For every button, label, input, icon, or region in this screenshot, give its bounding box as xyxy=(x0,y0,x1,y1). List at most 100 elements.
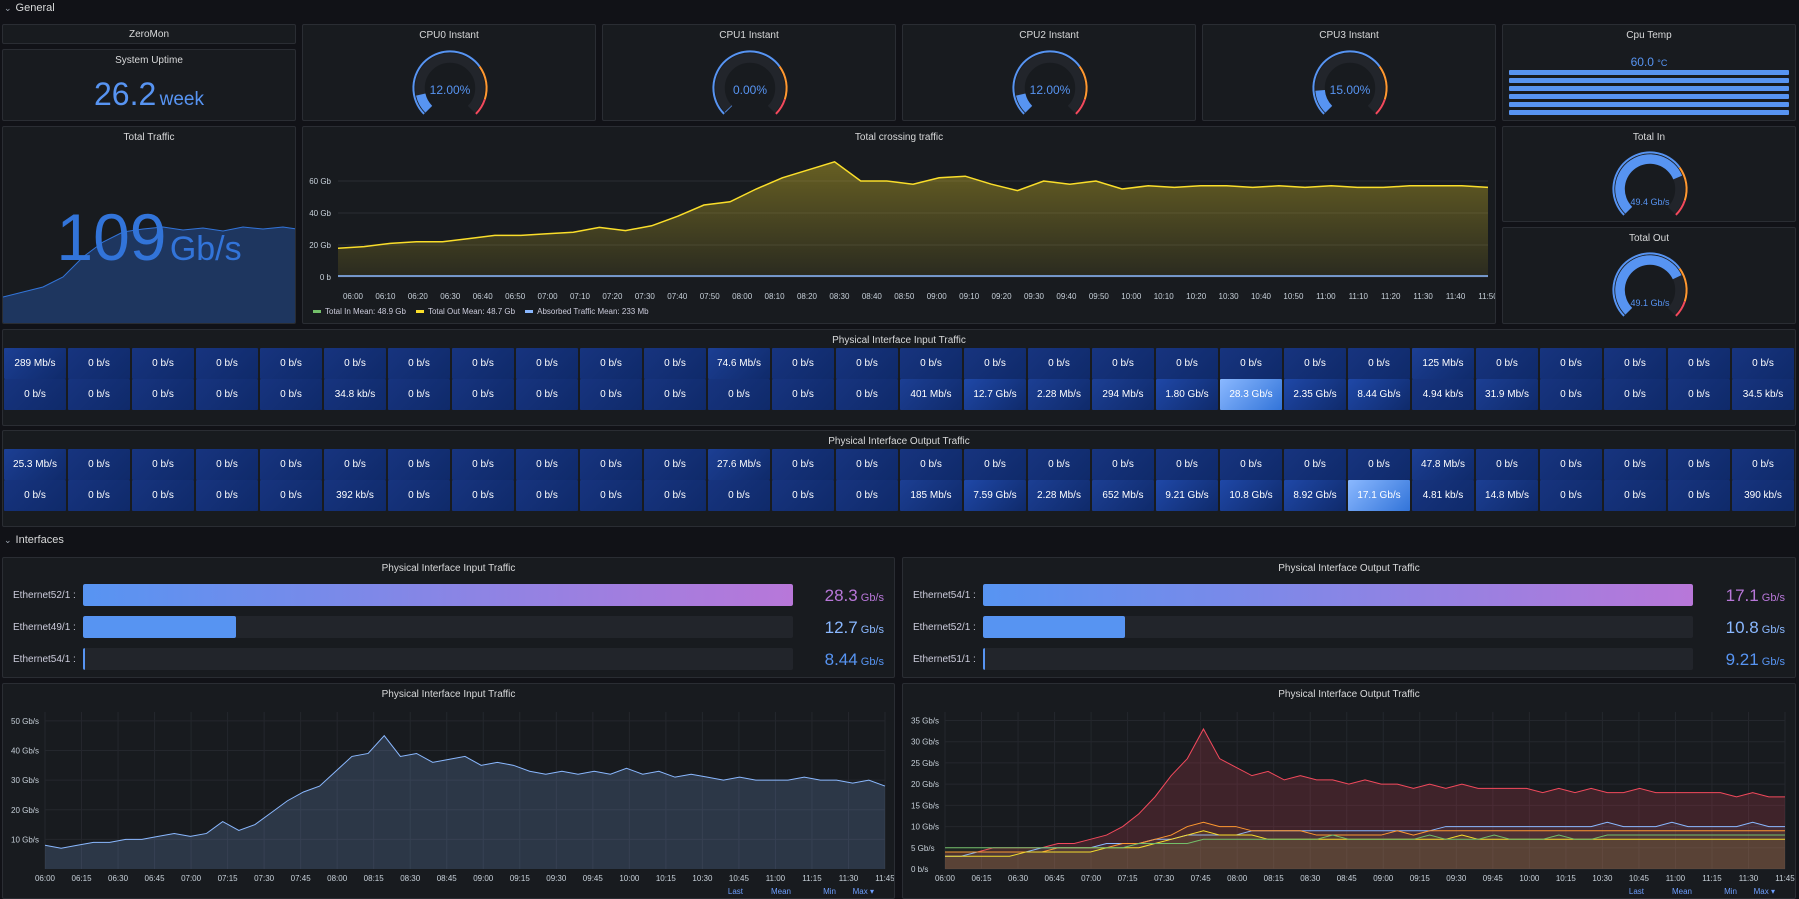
value-cell: 8.92 Gb/s xyxy=(1284,480,1346,511)
bar-value: 28.3 Gb/s xyxy=(825,586,884,606)
value-cell: 0 b/s xyxy=(452,480,514,511)
total-in-gauge xyxy=(1612,151,1688,216)
uptime-unit: week xyxy=(159,89,204,110)
value-cell: 0 b/s xyxy=(196,480,258,511)
value-cell: 0 b/s xyxy=(1092,449,1154,480)
value-cell: 0 b/s xyxy=(1668,449,1730,480)
x-tick: 10:45 xyxy=(729,874,750,883)
x-tick: 06:00 xyxy=(343,292,364,301)
value-cell: 0 b/s xyxy=(196,379,258,410)
bar-label: Ethernet52/1 : xyxy=(913,622,976,633)
x-tick: 08:15 xyxy=(1264,874,1285,883)
legend-column-header[interactable]: Last xyxy=(1628,887,1644,896)
value-cell: 0 b/s xyxy=(964,348,1026,379)
legend-column-header[interactable]: Max ▾ xyxy=(1753,887,1775,896)
series-line xyxy=(945,834,1785,849)
panel-title: Physical Interface Input Traffic xyxy=(381,563,516,574)
cpu-gauge xyxy=(1012,50,1088,115)
bar-value-unit: Gb/s xyxy=(857,592,884,604)
x-tick: 10:45 xyxy=(1629,874,1650,883)
x-tick: 06:15 xyxy=(72,874,93,883)
x-tick: 08:20 xyxy=(797,292,818,301)
value-cell: 289 Mb/s xyxy=(4,348,66,379)
series-area xyxy=(945,835,1785,869)
bar-fill xyxy=(83,616,236,638)
legend-header: Last Mean Min Max ▾ xyxy=(1619,887,1775,896)
y-tick: 40 Gb/s xyxy=(11,747,39,756)
total-in-value: 49.4 Gb/s xyxy=(1630,197,1670,207)
x-tick: 10:50 xyxy=(1283,292,1304,301)
legend-item[interactable]: Absorbed Traffic Mean: 233 Mb xyxy=(525,307,649,316)
value-cell: 0 b/s xyxy=(1476,449,1538,480)
x-tick: 11:20 xyxy=(1381,292,1401,301)
cpu-gauge-panel: CPU2 Instant 12.00% xyxy=(902,24,1196,121)
x-tick: 09:00 xyxy=(473,874,494,883)
legend-column-header[interactable]: Mean xyxy=(1671,887,1692,896)
value-cell: 0 b/s xyxy=(132,480,194,511)
bar-value: 8.44 Gb/s xyxy=(825,650,884,670)
ts-in-chart: 10 Gb/s 20 Gb/s 30 Gb/s 40 Gb/s 50 Gb/s 06:00… xyxy=(11,712,894,883)
value-cell: 0 b/s xyxy=(1476,348,1538,379)
bar-value-number: 12.7 xyxy=(824,618,858,637)
legend-column-header[interactable]: Max ▾ xyxy=(852,887,874,896)
cpu-temp-unit: °C xyxy=(1657,58,1668,68)
x-tick: 07:20 xyxy=(602,292,623,301)
value-cell: 0 b/s xyxy=(132,379,194,410)
crossing-traffic-panel: Total crossing traffic 0 b 20 Gb 40 Gb 60 G… xyxy=(302,126,1496,324)
cpu-temp-panel: Cpu Temp 60.0 °C xyxy=(1502,24,1796,121)
legend-swatch xyxy=(525,310,534,314)
value-cell: 0 b/s xyxy=(260,348,322,379)
value-cell: 0 b/s xyxy=(1092,348,1154,379)
y-tick: 30 Gb/s xyxy=(11,776,39,785)
cpu-gauge-panel: CPU3 Instant 15.00% xyxy=(1202,24,1496,121)
row-general-header[interactable]: ⌄ General xyxy=(4,2,55,14)
value-cell: 0 b/s xyxy=(1348,348,1410,379)
value-cell: 0 b/s xyxy=(1604,480,1666,511)
cpu-gauge-panel: CPU1 Instant 0.00% xyxy=(602,24,896,121)
x-tick: 11:45 xyxy=(1775,874,1795,883)
value-cell: 0 b/s xyxy=(1732,449,1794,480)
y-tick: 50 Gb/s xyxy=(11,717,39,726)
legend-column-header[interactable]: Last xyxy=(727,887,743,896)
bar-track xyxy=(983,584,1693,606)
x-tick: 10:30 xyxy=(692,874,713,883)
value-cell: 0 b/s xyxy=(388,449,450,480)
value-cell: 0 b/s xyxy=(1604,348,1666,379)
value-cell: 4.94 kb/s xyxy=(1412,379,1474,410)
value-cell: 0 b/s xyxy=(772,480,834,511)
x-tick: 10:30 xyxy=(1592,874,1613,883)
x-tick: 08:00 xyxy=(327,874,348,883)
y-tick: 40 Gb xyxy=(309,209,331,218)
value-cell: 0 b/s xyxy=(900,449,962,480)
series-area xyxy=(945,728,1785,869)
bar-track xyxy=(983,648,1693,670)
value-cell: 0 b/s xyxy=(772,379,834,410)
legend-label: Total In Mean: 48.9 Gb xyxy=(325,307,406,316)
legend-item[interactable]: Total Out Mean: 48.7 Gb xyxy=(415,307,515,316)
bar-label: Ethernet51/1 : xyxy=(913,654,976,665)
value-cell: 0 b/s xyxy=(1156,449,1218,480)
x-tick: 08:30 xyxy=(1300,874,1321,883)
x-tick: 11:00 xyxy=(1666,874,1686,883)
series-area xyxy=(45,735,885,869)
y-tick: 20 Gb xyxy=(309,241,331,250)
legend-item[interactable]: Total In Mean: 48.9 Gb xyxy=(313,307,406,316)
x-tick: 08:30 xyxy=(829,292,850,301)
panel-title: Physical Interface Input Traffic xyxy=(832,335,966,346)
x-tick: 11:00 xyxy=(1316,292,1336,301)
value-cell: 12.7 Gb/s xyxy=(964,379,1026,410)
gauge-threshold-orange xyxy=(1678,166,1688,201)
total-traffic-value: 109 xyxy=(56,200,167,274)
x-tick: 08:30 xyxy=(400,874,421,883)
x-tick: 06:00 xyxy=(935,874,956,883)
value-cell: 0 b/s xyxy=(1604,449,1666,480)
legend-column-header[interactable]: Min xyxy=(823,887,836,896)
legend-column-header[interactable]: Min xyxy=(1724,887,1737,896)
x-tick: 06:20 xyxy=(408,292,429,301)
total-traffic-sparkline xyxy=(3,226,295,323)
cpu-gauge xyxy=(712,50,788,115)
legend-column-header[interactable]: Mean xyxy=(770,887,791,896)
row-interfaces-header[interactable]: ⌄ Interfaces xyxy=(4,534,64,546)
gauge-threshold-red xyxy=(475,98,486,115)
bargauge-in-panel: Physical Interface Input Traffic Etherne… xyxy=(2,557,895,678)
